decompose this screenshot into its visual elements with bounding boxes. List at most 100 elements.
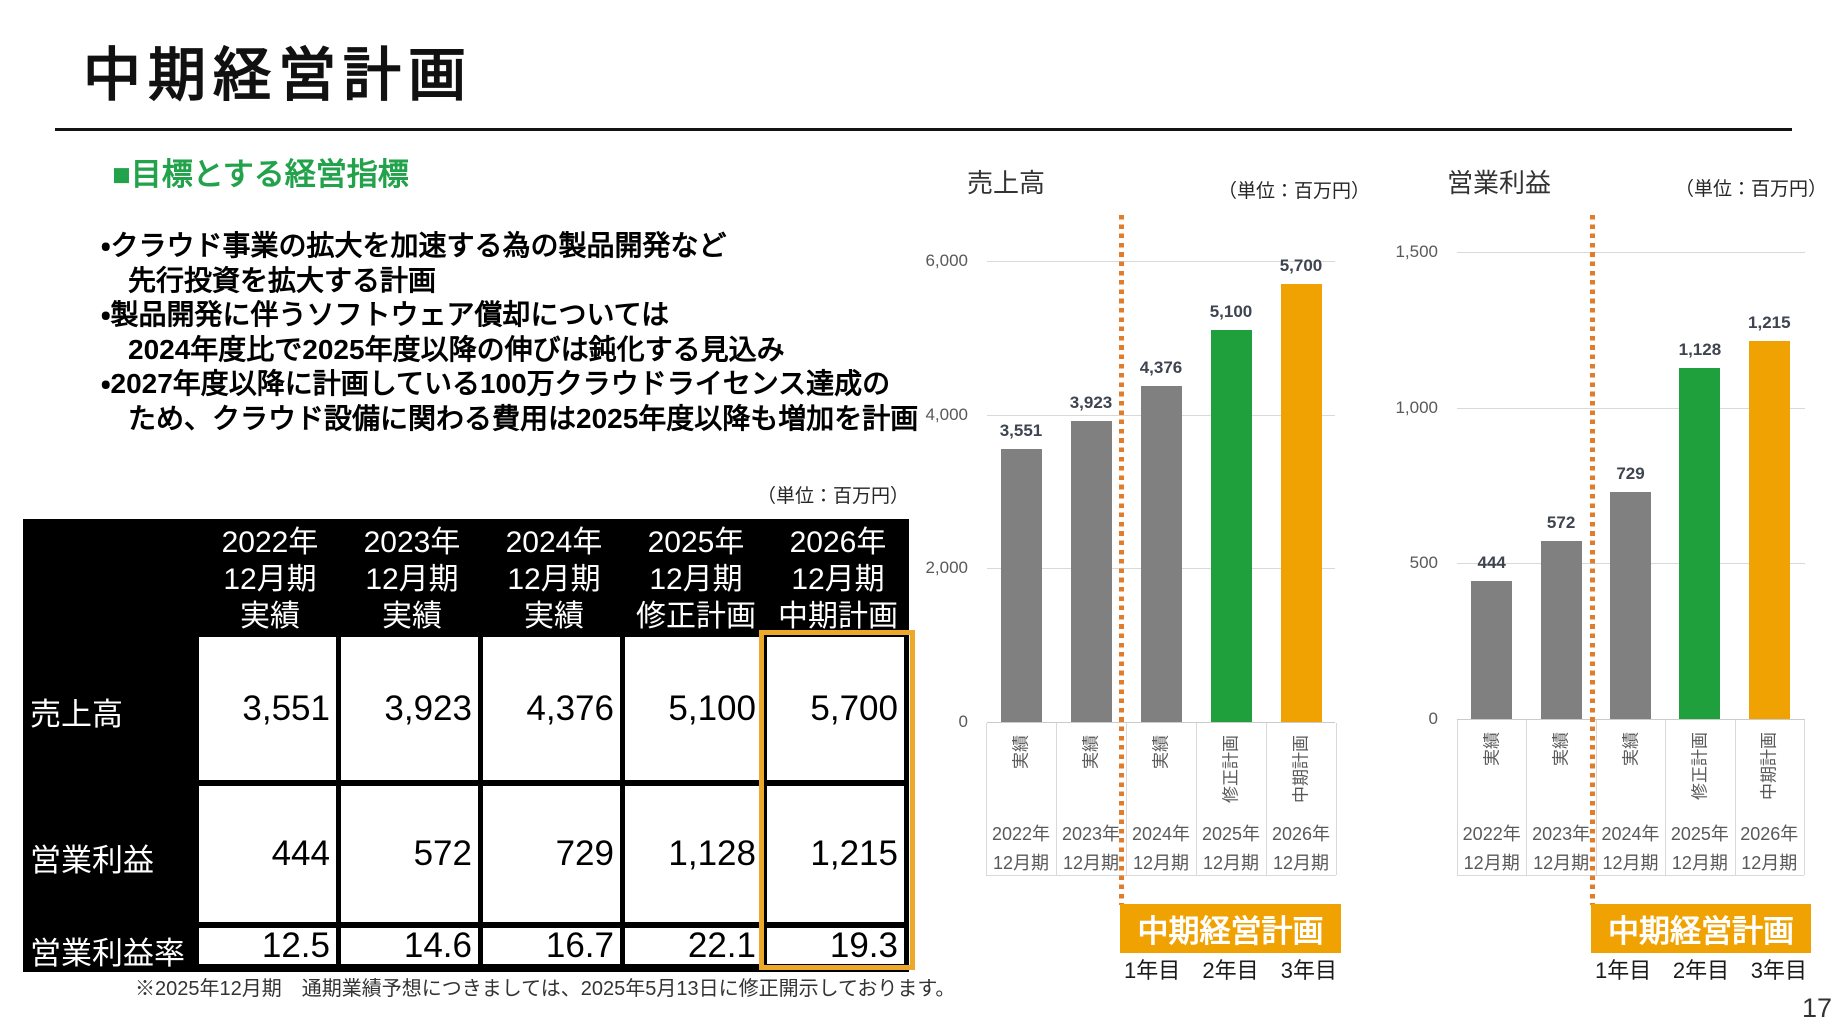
category-year-line: 12月期 — [1062, 853, 1120, 873]
category-year-line: 2022年 — [1462, 824, 1521, 844]
category-year-label-3: 2025年 12月期 — [1665, 820, 1734, 878]
category-label-1: 実績 — [1551, 732, 1571, 766]
category-cell-border-1 — [1056, 723, 1057, 875]
table-cell-r2-c3: 22.1 — [625, 926, 767, 972]
gridline-4000 — [987, 414, 1335, 416]
table-cell-r0-c4: 5,700 — [767, 637, 909, 786]
category-year-label-2: 2024年 12月期 — [1126, 820, 1196, 878]
y-tick-label-1500: 1,500 — [1395, 242, 1438, 261]
table-col-header-0: 2022年 12月期 実績 — [199, 519, 341, 637]
section-heading: ■目標とする経営指標 — [112, 157, 409, 192]
y-tick-label-500: 500 — [1409, 553, 1438, 573]
table-cell-r1-c3: 1,128 — [625, 786, 767, 928]
badge-year-row: 1年目 2年目 3年目 — [1595, 958, 1807, 984]
badge-year-1: 2年目 — [1672, 958, 1730, 983]
y-tick-label-0: 0 — [1428, 709, 1438, 728]
table-cell-r1-c1: 572 — [341, 786, 483, 928]
table-col-header-4: 2026年 12月期 中期計画 — [767, 519, 909, 637]
badge-year-row: 1年目 2年目 3年目 — [1124, 958, 1337, 984]
bar-2 — [1610, 492, 1651, 719]
table-col-header-line: 2026年 — [789, 525, 887, 559]
financial-table: 2022年 12月期 実績 2023年 12月期 実績 2024年 12月期 実績 2025年 12… — [23, 519, 909, 972]
table-cell-r2-c2: 16.7 — [483, 926, 625, 972]
plan-divider-dotted-line — [1590, 215, 1595, 905]
gridline-500 — [1457, 563, 1805, 565]
table-col-header-1: 2023年 12月期 実績 — [341, 519, 483, 637]
table-cell-r0-c3: 5,100 — [625, 637, 767, 786]
category-cell-border-1 — [1526, 720, 1528, 875]
category-year-label-0: 2022年 12月期 — [1457, 820, 1526, 878]
category-year-line: 2024年 — [1131, 824, 1191, 844]
category-year-line: 12月期 — [1741, 853, 1798, 873]
table-cell-r2-c1: 14.6 — [341, 926, 483, 972]
bar-3 — [1210, 330, 1252, 722]
category-cell-border-4 — [1266, 723, 1267, 875]
bar-value-label-3: 1,128 — [1678, 339, 1722, 359]
category-year-line: 2026年 — [1271, 824, 1331, 844]
table-row-label-1: 営業利益 — [30, 842, 154, 878]
category-area-bottom-line — [1457, 875, 1804, 876]
category-label-0: 実績 — [1011, 735, 1031, 769]
category-label-2: 実績 — [1151, 735, 1171, 769]
bullet-line-1: 先行投資を拡大する計画 — [128, 264, 437, 296]
category-cell-border-2 — [1126, 723, 1127, 875]
table-col-header-line: 中期計画 — [778, 599, 898, 633]
category-year-line: 12月期 — [1533, 853, 1590, 873]
bar-1 — [1540, 540, 1582, 719]
table-col-header-line: 2024年 — [505, 525, 603, 559]
page-title: 中期経営計画 — [83, 43, 474, 108]
category-year-line: 12月期 — [1463, 853, 1520, 873]
category-cell-border-2 — [1595, 720, 1597, 875]
bullet-line-3: 2024年度比で2025年度以降の伸びは鈍化する見込み — [128, 333, 785, 365]
category-label-4: 中期計画 — [1759, 732, 1779, 800]
table-col-header-line: 修正計画 — [636, 599, 756, 633]
bar-2 — [1140, 385, 1182, 722]
table-cell-r2-c4: 19.3 — [767, 926, 909, 972]
chart-units-label: （単位：百万円） — [1674, 179, 1827, 200]
category-year-line: 12月期 — [1671, 853, 1728, 873]
table-cell-r2-c0: 12.5 — [199, 926, 341, 972]
bullet-list: ・クラウド事業の拡大を加速する為の製品開発など 先行投資を拡大する計画 ・製品開発に… — [101, 229, 918, 436]
bar-value-label-3: 5,100 — [1209, 302, 1253, 322]
bar-0 — [1000, 449, 1042, 722]
bar-1 — [1070, 420, 1112, 722]
category-year-line: 2023年 — [1532, 824, 1591, 844]
category-cell-border-0 — [1457, 720, 1458, 875]
badge-year-2: 3年目 — [1280, 958, 1337, 983]
gridline-1000 — [1457, 407, 1805, 409]
table-col-header-line: 2022年 — [221, 525, 319, 559]
table-col-header-line: 12月期 — [507, 562, 601, 596]
bar-4 — [1280, 284, 1322, 722]
table-col-header-line: 12月期 — [365, 562, 459, 596]
chart-units-label: （単位：百万円） — [1217, 181, 1370, 202]
table-row-label-2: 営業利益率 — [30, 935, 185, 971]
category-label-3: 修正計画 — [1690, 732, 1710, 800]
category-year-line: 12月期 — [1202, 853, 1260, 873]
bar-value-label-1: 572 — [1546, 512, 1576, 532]
category-year-line: 2024年 — [1601, 824, 1660, 844]
category-cell-border-3 — [1196, 723, 1197, 875]
table-col-header-line: 2023年 — [363, 525, 461, 559]
table-cell-r1-c2: 729 — [483, 786, 625, 928]
category-cell-border-5 — [1336, 723, 1337, 875]
table-cell-r1-c0: 444 — [199, 786, 341, 928]
category-year-line: 12月期 — [1272, 853, 1330, 873]
category-year-line: 12月期 — [992, 853, 1050, 873]
table-cell-r0-c2: 4,376 — [483, 637, 625, 786]
gridline-2000 — [987, 568, 1335, 570]
bar-value-label-1: 3,923 — [1069, 392, 1113, 412]
badge-year-0: 1年目 — [1124, 958, 1181, 983]
category-label-4: 中期計画 — [1291, 735, 1311, 803]
category-area-bottom-line — [986, 875, 1336, 876]
table-col-header-2: 2024年 12月期 実績 — [483, 519, 625, 637]
bar-value-label-4: 5,700 — [1279, 256, 1323, 276]
table-row-label-0: 売上高 — [30, 697, 123, 732]
table-col-header-line: 実績 — [382, 599, 442, 633]
category-year-line: 2026年 — [1740, 824, 1799, 844]
table-cell-r1-c4: 1,215 — [767, 786, 909, 928]
category-year-label-1: 2023年 12月期 — [1056, 820, 1126, 878]
gridline-6000 — [987, 261, 1335, 262]
table-col-header-line: 12月期 — [223, 562, 317, 596]
category-cell-border-5 — [1804, 720, 1805, 875]
category-year-label-3: 2025年 12月期 — [1196, 820, 1266, 878]
